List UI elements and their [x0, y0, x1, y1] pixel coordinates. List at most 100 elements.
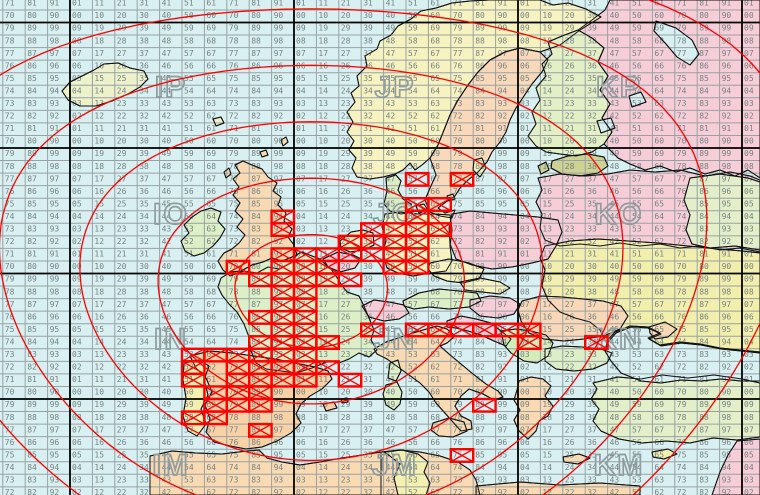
worked-square-x-stroke: [472, 323, 496, 337]
square-number: 13: [542, 350, 552, 359]
worked-square-box[interactable]: [337, 272, 363, 288]
square-number: 02: [296, 363, 306, 372]
square-number: 09: [520, 400, 530, 409]
square-number: 15: [542, 74, 552, 83]
square-number: 62: [206, 112, 216, 121]
worked-square[interactable]: [337, 272, 363, 288]
worked-square[interactable]: [292, 372, 318, 388]
worked-square-box[interactable]: [270, 222, 296, 238]
worked-square-box[interactable]: [404, 259, 430, 275]
worked-square[interactable]: [449, 448, 475, 463]
worked-square[interactable]: [404, 259, 430, 275]
worked-square-box[interactable]: [427, 222, 452, 238]
worked-square[interactable]: [516, 335, 542, 351]
worked-square[interactable]: [180, 372, 206, 388]
worked-square-box[interactable]: [449, 448, 475, 463]
square-number: 94: [722, 337, 732, 346]
worked-square-box[interactable]: [449, 171, 475, 187]
square-number: 57: [632, 174, 642, 183]
worked-square[interactable]: [449, 171, 475, 187]
worked-square[interactable]: [404, 234, 430, 250]
worked-square-box[interactable]: [203, 410, 228, 426]
square-number: 29: [341, 400, 351, 409]
square-number: 59: [184, 149, 194, 158]
square-number: 18: [94, 36, 104, 45]
square-number: 04: [520, 337, 530, 346]
worked-square[interactable]: [247, 422, 273, 438]
worked-square-box[interactable]: [584, 335, 609, 351]
square-number: 42: [610, 488, 620, 495]
worked-square[interactable]: [315, 335, 340, 351]
square-number: 30: [587, 388, 597, 397]
square-number: 16: [94, 312, 104, 321]
worked-square-box[interactable]: [315, 335, 340, 351]
square-number: 25: [565, 199, 575, 208]
worked-square-box[interactable]: [516, 335, 542, 351]
square-number: 00: [72, 11, 82, 20]
worked-square[interactable]: [203, 410, 228, 426]
worked-square-box[interactable]: [472, 397, 497, 413]
square-number: 93: [274, 225, 284, 234]
square-number: 69: [430, 275, 440, 284]
worked-square[interactable]: [472, 397, 497, 413]
worked-square[interactable]: [427, 196, 452, 212]
square-number: 16: [318, 438, 328, 447]
square-number: 32: [139, 112, 149, 121]
square-number: 72: [453, 488, 463, 495]
square-number: 92: [498, 237, 508, 246]
worked-square-box[interactable]: [247, 397, 273, 413]
square-number: 42: [162, 363, 172, 372]
square-number: 12: [542, 363, 552, 372]
square-number: 56: [184, 438, 194, 447]
worked-square[interactable]: [315, 360, 340, 376]
square-number: 72: [677, 363, 687, 372]
worked-square[interactable]: [203, 347, 228, 363]
square-number: 26: [565, 61, 575, 70]
square-number: 68: [206, 36, 216, 45]
worked-square[interactable]: [270, 222, 296, 238]
square-number: 41: [610, 0, 620, 8]
coastline-great-britain: [217, 160, 298, 277]
square-number: 99: [722, 24, 732, 33]
square-number: 89: [251, 400, 261, 409]
worked-square[interactable]: [337, 372, 363, 388]
square-number: 69: [654, 149, 664, 158]
worked-square-box[interactable]: [427, 196, 452, 212]
worked-square-box[interactable]: [247, 422, 273, 438]
square-number: 24: [117, 337, 127, 346]
square-number: 27: [117, 49, 127, 58]
square-number: 92: [722, 363, 732, 372]
worked-square[interactable]: [404, 171, 430, 187]
square-number: 07: [744, 425, 754, 434]
worked-square-box[interactable]: [225, 259, 251, 275]
worked-square-box[interactable]: [337, 372, 363, 388]
worked-square-box[interactable]: [315, 360, 340, 376]
square-number: 16: [94, 61, 104, 70]
square-number: 67: [430, 174, 440, 183]
square-number: 79: [5, 149, 15, 158]
square-number: 39: [587, 275, 597, 284]
worked-square-box[interactable]: [360, 322, 385, 338]
square-number: 97: [50, 425, 60, 434]
square-number: 16: [542, 438, 552, 447]
worked-square[interactable]: [427, 222, 452, 238]
square-number: 00: [296, 137, 306, 146]
square-number: 20: [565, 11, 575, 20]
square-number: 63: [430, 225, 440, 234]
worked-square[interactable]: [360, 322, 385, 338]
square-number: 59: [632, 24, 642, 33]
worked-square[interactable]: [225, 259, 251, 275]
square-number: 82: [27, 488, 37, 495]
square-number: 26: [117, 61, 127, 70]
square-number: 07: [520, 425, 530, 434]
square-number: 90: [722, 137, 732, 146]
worked-square-box[interactable]: [292, 372, 318, 388]
square-number: 61: [654, 375, 664, 384]
worked-square-box[interactable]: [180, 372, 206, 388]
square-number: 42: [386, 363, 396, 372]
worked-square-box[interactable]: [404, 171, 430, 187]
worked-square[interactable]: [584, 335, 609, 351]
worked-square[interactable]: [247, 397, 273, 413]
square-number: 62: [654, 363, 664, 372]
